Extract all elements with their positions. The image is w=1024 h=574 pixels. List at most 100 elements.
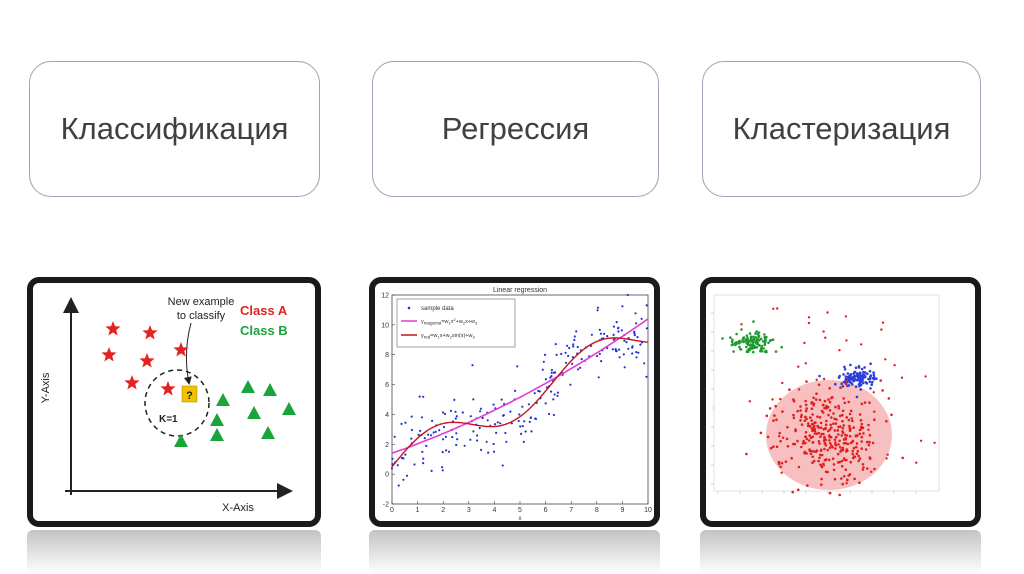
sample-point — [418, 395, 421, 398]
sample-point — [390, 467, 394, 470]
blue-cluster-point — [846, 372, 850, 375]
sample-point — [502, 414, 505, 417]
sample-point — [476, 434, 479, 437]
sample-point — [501, 464, 504, 467]
green-cluster-point — [737, 341, 741, 345]
sample-point — [553, 393, 556, 396]
red-cluster-point — [823, 399, 827, 403]
green-cluster-point — [740, 328, 743, 331]
green-cluster-point — [752, 320, 755, 323]
red-cluster-point — [801, 442, 805, 445]
red-cluster-point — [827, 458, 831, 462]
red-cluster-point — [844, 438, 848, 441]
y-tick-label: 2 — [385, 442, 389, 449]
sample-point — [617, 326, 620, 329]
sample-point — [469, 438, 472, 441]
sample-point — [597, 376, 600, 379]
red-cluster-point — [866, 467, 869, 470]
outlier-point — [824, 336, 827, 339]
sample-point — [486, 419, 489, 422]
red-cluster-point — [850, 417, 853, 420]
class-a-star — [173, 342, 189, 357]
x-tick-label: 2 — [441, 507, 445, 514]
green-cluster-point — [757, 331, 761, 334]
sample-point — [485, 440, 488, 443]
green-cluster-point — [755, 330, 758, 333]
x-tick-label: 1 — [416, 507, 420, 514]
sample-point — [434, 430, 437, 433]
outlier-point — [919, 439, 923, 442]
red-cluster-point — [823, 406, 826, 410]
sample-point — [615, 321, 618, 324]
blue-cluster-point — [867, 377, 870, 381]
outlier-point — [781, 381, 784, 385]
sample-point — [620, 329, 623, 332]
legend-sample-marker — [407, 306, 411, 310]
red-cluster-point — [817, 440, 821, 443]
sample-point — [614, 349, 617, 352]
red-cluster-point — [797, 465, 801, 469]
blue-cluster-point — [869, 375, 872, 379]
sample-point — [612, 325, 615, 328]
sample-point — [550, 371, 553, 374]
red-cluster-point — [822, 428, 826, 431]
regression-heading: Регрессия — [441, 111, 590, 146]
sample-point — [643, 362, 646, 365]
sample-point — [505, 440, 508, 443]
red-cluster-point — [833, 417, 836, 421]
red-cluster-point — [819, 426, 823, 430]
red-cluster-point — [824, 423, 828, 427]
red-cluster-point — [840, 477, 843, 480]
sample-point — [402, 478, 405, 481]
red-cluster-point — [803, 450, 807, 454]
red-cluster-point — [790, 456, 793, 460]
red-cluster-point — [817, 431, 820, 435]
red-cluster-point — [855, 445, 858, 449]
regression-illustration: Linear regression 0 1 2 3 4 5 6 7 8 9 10 -2 0 2 4 6 8 10 1… — [369, 277, 660, 527]
red-cluster-point — [838, 446, 842, 449]
red-cluster-point — [847, 418, 851, 422]
red-cluster-point — [805, 417, 808, 421]
red-cluster-point — [772, 419, 775, 422]
red-cluster-point — [793, 442, 797, 446]
sample-point — [441, 466, 444, 469]
y-tick-label: 0 — [385, 472, 389, 479]
sample-point — [554, 343, 557, 346]
green-cluster-point — [780, 345, 783, 349]
red-cluster-point — [842, 424, 845, 427]
sample-point — [606, 335, 609, 338]
sample-point — [410, 428, 413, 432]
sample-point — [480, 448, 483, 451]
green-cluster-point — [759, 337, 763, 341]
red-cluster-point — [799, 405, 802, 408]
outlier-point — [867, 428, 870, 431]
red-cluster-point — [847, 400, 850, 404]
red-cluster-point — [809, 416, 812, 419]
red-cluster-point — [828, 400, 832, 404]
red-cluster-point — [832, 412, 835, 415]
red-cluster-point — [796, 439, 799, 443]
sample-point — [516, 365, 519, 368]
sample-point — [422, 462, 425, 465]
outlier-point — [815, 378, 818, 381]
red-cluster-point — [863, 401, 867, 404]
sample-point — [590, 333, 593, 336]
sample-point — [517, 419, 520, 423]
red-cluster-point — [819, 435, 822, 438]
green-cluster-point — [755, 340, 759, 344]
red-cluster-point — [810, 401, 813, 405]
sample-point — [576, 368, 580, 371]
outlier-point — [843, 458, 846, 462]
outlier-point — [771, 398, 774, 401]
outlier-point — [778, 435, 781, 438]
outlier-point — [807, 316, 811, 319]
red-cluster-point — [837, 404, 840, 408]
red-cluster-point — [858, 413, 862, 416]
outlier-point — [748, 400, 751, 403]
outlier-point — [881, 321, 885, 324]
red-cluster-point — [806, 424, 810, 428]
sample-point — [521, 425, 524, 428]
red-cluster-point — [837, 443, 840, 446]
sample-point — [451, 436, 454, 439]
blue-cluster-point — [853, 378, 856, 381]
